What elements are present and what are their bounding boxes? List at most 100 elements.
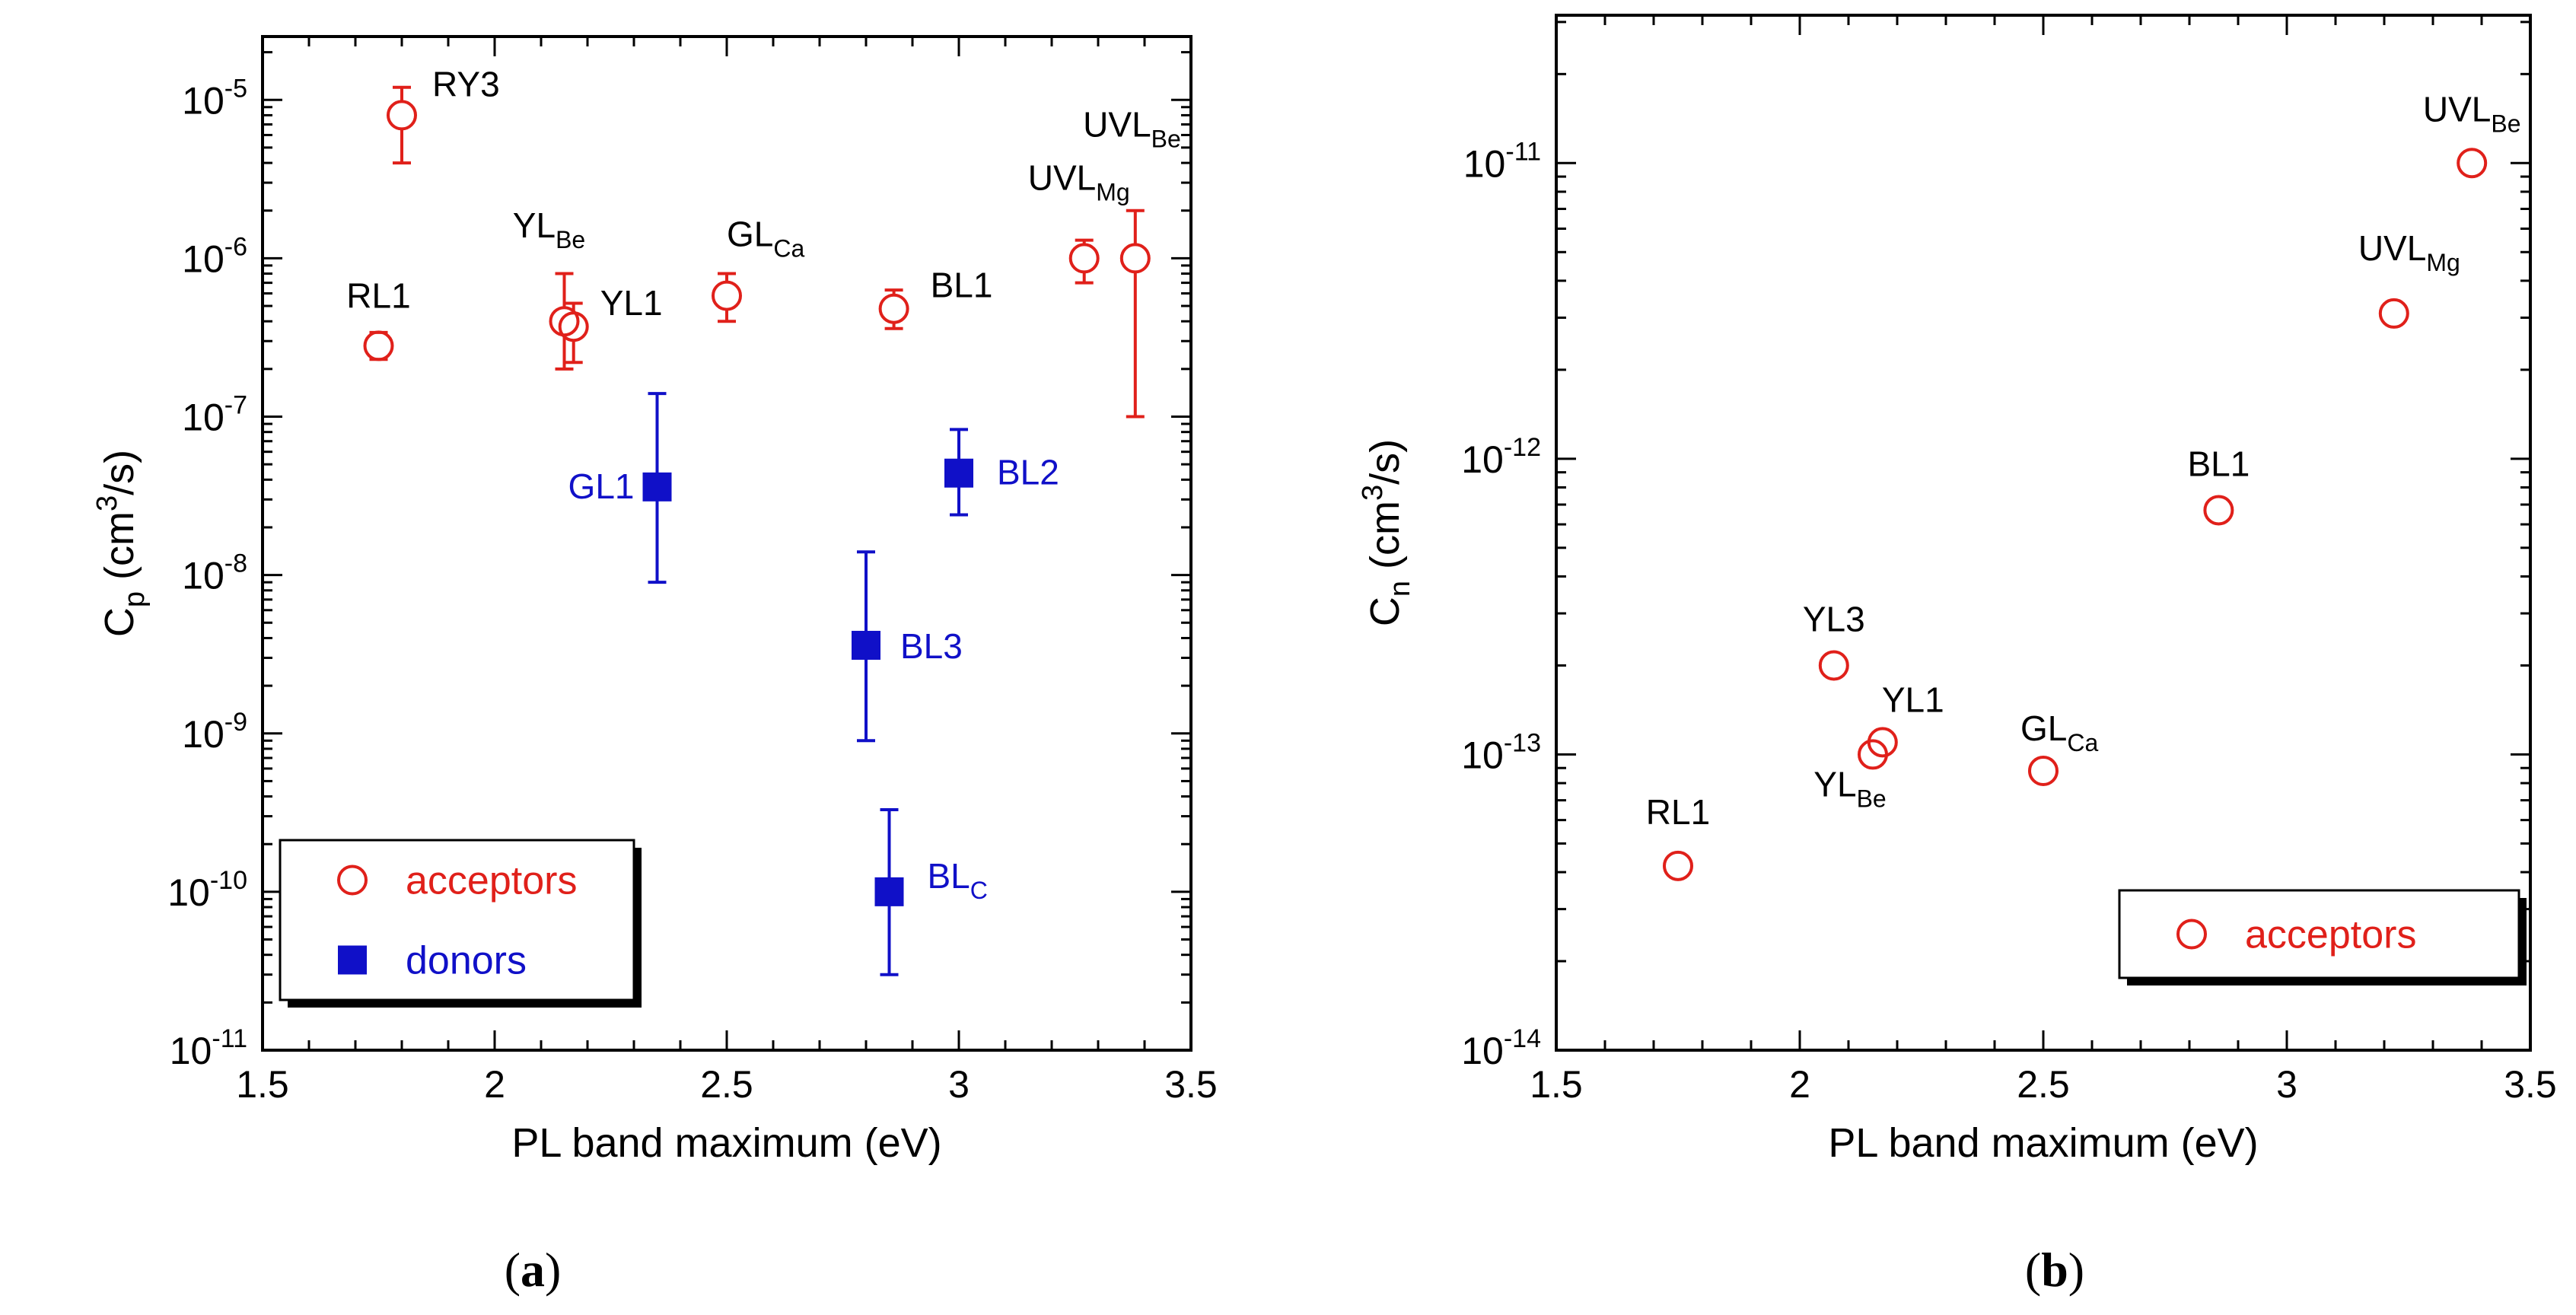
point-label: YL1 bbox=[600, 283, 663, 323]
point-label: BL1 bbox=[931, 266, 993, 305]
y-tick-label: 10-8 bbox=[182, 549, 247, 597]
x-axis-label: PL band maximum (eV) bbox=[511, 1120, 941, 1166]
donors-point bbox=[642, 472, 672, 501]
legend-label: acceptors bbox=[406, 859, 577, 903]
point-label: GLCa bbox=[2020, 708, 2098, 756]
y-tick-exponent: -6 bbox=[224, 232, 247, 261]
point-label: UVLMg bbox=[1028, 158, 1130, 205]
point-label-sub: Mg bbox=[1096, 178, 1129, 205]
point-label-main: RY3 bbox=[432, 64, 500, 103]
acceptors-point bbox=[1818, 650, 1849, 681]
y-tick-exponent: -12 bbox=[1504, 433, 1541, 462]
y-tick-base: 10 bbox=[182, 396, 224, 439]
y-tick-base: 10 bbox=[1461, 438, 1504, 481]
point-label-main: YL1 bbox=[600, 283, 663, 323]
y-tick-base: 10 bbox=[182, 237, 224, 280]
y-tick-base: 10 bbox=[182, 555, 224, 597]
point-label: GLCa bbox=[727, 215, 804, 263]
point-label-main: BL bbox=[928, 856, 970, 896]
acceptors-point bbox=[558, 311, 589, 342]
acceptors-point bbox=[1867, 727, 1898, 758]
x-tick-label: 2.5 bbox=[2017, 1063, 2070, 1106]
acceptors-point bbox=[387, 100, 417, 131]
point-label-main: UVL bbox=[2358, 228, 2426, 268]
point-label-sub: Be bbox=[1857, 785, 1887, 812]
x-tick-label: 3.5 bbox=[2504, 1063, 2557, 1106]
point-label-main: BL1 bbox=[2187, 444, 2250, 483]
point-label-sub: Be bbox=[2491, 110, 2520, 137]
point-label: YLBe bbox=[513, 205, 585, 253]
legend-box bbox=[2118, 889, 2520, 979]
y-tick-exponent: -5 bbox=[224, 74, 247, 103]
legend-marker bbox=[338, 945, 367, 975]
point-label: RL1 bbox=[1646, 792, 1710, 832]
y-label-units-end: /s) bbox=[1362, 439, 1408, 485]
point-label-sub: Be bbox=[1151, 125, 1181, 152]
y-tick-base: 10 bbox=[167, 871, 210, 914]
point-label: BLC bbox=[928, 856, 988, 904]
y-tick-label: 10-7 bbox=[182, 391, 247, 439]
x-tick-label: 2 bbox=[1789, 1063, 1810, 1106]
acceptors-point bbox=[2028, 756, 2059, 787]
y-tick-base: 10 bbox=[182, 79, 224, 122]
point-label: YLBe bbox=[1813, 764, 1886, 812]
y-tick-label: 10-11 bbox=[1463, 137, 1541, 185]
y-tick-exponent: -13 bbox=[1504, 728, 1541, 757]
x-tick-label: 3 bbox=[948, 1063, 970, 1106]
donors-point bbox=[944, 458, 973, 488]
point-label: BL2 bbox=[997, 453, 1059, 492]
point-label: RL1 bbox=[346, 275, 410, 315]
panel-label: (b) bbox=[2025, 1243, 2084, 1297]
y-label-sub: p bbox=[119, 591, 151, 607]
point-label: UVLMg bbox=[2358, 228, 2460, 276]
y-label-units: (cm bbox=[97, 511, 142, 591]
point-label-main: RL1 bbox=[346, 275, 410, 315]
y-tick-label: 10-6 bbox=[182, 232, 247, 280]
x-tick-label: 3.5 bbox=[1164, 1063, 1218, 1106]
point-label-sub: Ca bbox=[773, 235, 804, 263]
point-label-main: BL1 bbox=[931, 266, 993, 305]
y-tick-base: 10 bbox=[182, 713, 224, 756]
point-label-sub: Ca bbox=[2067, 729, 2098, 756]
y-tick-exponent: -14 bbox=[1504, 1024, 1541, 1053]
point-label: GL1 bbox=[568, 466, 635, 506]
panel-label-close: ) bbox=[545, 1243, 561, 1297]
y-axis-label: Cn (cm3/s) bbox=[1357, 439, 1416, 626]
acceptors-point bbox=[2378, 298, 2409, 329]
y-tick-label: 10-11 bbox=[170, 1024, 247, 1072]
y-label-sub: n bbox=[1384, 581, 1416, 597]
y-tick-exponent: -7 bbox=[224, 391, 247, 420]
x-tick-label: 2.5 bbox=[700, 1063, 753, 1106]
acceptors-point bbox=[1663, 850, 1693, 881]
point-label-main: YL1 bbox=[1882, 680, 1944, 719]
point-label-main: BL3 bbox=[900, 626, 963, 666]
y-label-main: C bbox=[97, 607, 142, 637]
panel-label-close: ) bbox=[2068, 1243, 2084, 1297]
panel-label-open: ( bbox=[2025, 1243, 2041, 1297]
point-label: UVLBe bbox=[1083, 104, 1181, 152]
y-label-units: (cm bbox=[1362, 501, 1408, 581]
legend-label: acceptors bbox=[2245, 913, 2416, 957]
donors-point bbox=[852, 630, 880, 660]
x-tick-label: 1.5 bbox=[1530, 1063, 1583, 1106]
y-tick-label: 10-12 bbox=[1461, 433, 1541, 481]
y-label-sup: 3 bbox=[1357, 485, 1389, 501]
point-label-main: BL2 bbox=[997, 453, 1059, 492]
point-label-main: GL bbox=[2020, 708, 2067, 748]
point-label-sub: Be bbox=[556, 226, 585, 253]
y-tick-exponent: -9 bbox=[224, 708, 247, 737]
acceptors-point bbox=[1068, 243, 1100, 274]
x-axis-label: PL band maximum (eV) bbox=[1828, 1120, 2258, 1166]
point-label-main: YL3 bbox=[1803, 599, 1865, 638]
panel-label-open: ( bbox=[505, 1243, 521, 1297]
point-label-main: GL1 bbox=[568, 466, 635, 506]
acceptors-point bbox=[363, 330, 394, 361]
y-tick-base: 10 bbox=[1463, 142, 1506, 185]
y-axis-label: Cp (cm3/s) bbox=[91, 450, 151, 637]
y-tick-label: 10-5 bbox=[182, 74, 247, 122]
y-tick-base: 10 bbox=[1461, 734, 1504, 776]
y-tick-base: 10 bbox=[1461, 1030, 1504, 1072]
x-tick-label: 3 bbox=[2276, 1063, 2297, 1106]
y-tick-base: 10 bbox=[170, 1030, 212, 1072]
